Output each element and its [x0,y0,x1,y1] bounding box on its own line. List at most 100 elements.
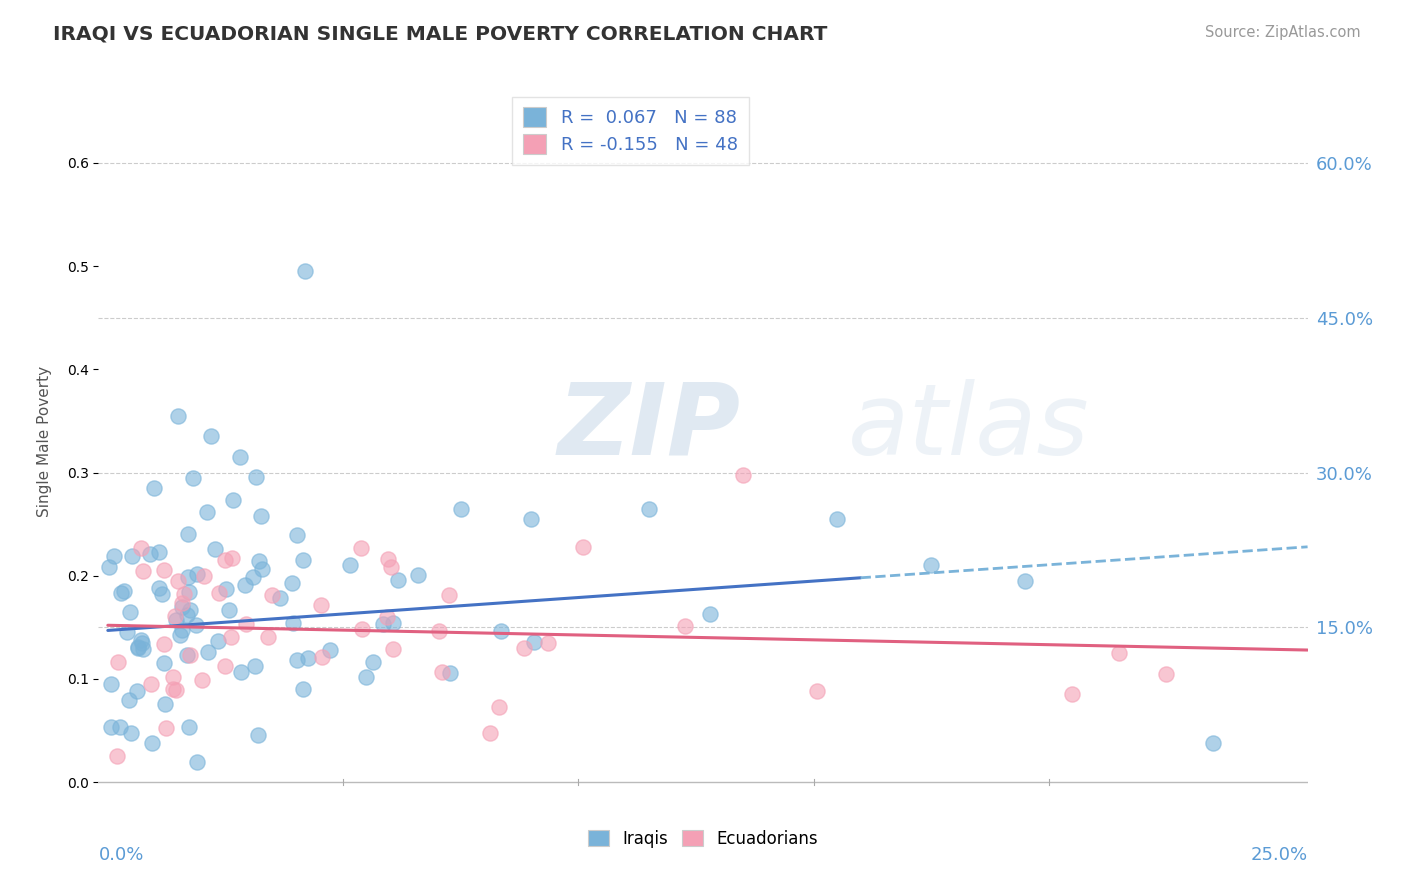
Point [179,602,201,616]
Point [127,641,149,656]
Point [806,684,828,698]
Point [361,655,384,669]
Point [162,682,184,697]
Point [222,492,245,507]
Text: Single Male Poverty: Single Male Poverty [37,366,52,517]
Point [186,755,208,769]
Point [163,608,186,623]
Point [176,607,198,622]
Point [100,720,122,734]
Point [153,637,176,651]
Point [269,591,291,606]
Point [285,653,308,667]
Point [1062,687,1084,701]
Point [292,682,315,697]
Point [131,635,153,649]
Text: 0.0%: 0.0% [98,847,143,864]
Point [285,527,308,541]
Point [165,613,187,627]
Point [523,635,546,649]
Point [638,501,661,516]
Point [177,720,200,734]
Point [148,581,170,595]
Point [381,642,404,657]
Point [155,721,177,735]
Point [439,665,461,680]
Point [139,677,162,691]
Point [1156,666,1178,681]
Point [292,553,315,567]
Point [193,569,215,583]
Point [215,582,238,596]
Point [339,558,361,573]
Point [179,584,201,599]
Point [243,659,266,673]
Point [387,573,409,587]
Point [170,596,193,610]
Point [380,559,402,574]
Point [170,623,193,637]
Point [177,526,200,541]
Point [920,558,942,573]
Point [430,665,453,679]
Point [108,721,131,735]
Point [229,665,252,680]
Point [246,728,269,742]
Point [371,617,394,632]
Point [377,552,399,566]
Point [488,700,510,714]
Point [520,512,543,526]
Point [167,409,190,423]
Point [250,562,273,576]
Point [197,645,219,659]
Point [257,630,280,644]
Point [228,450,250,464]
Point [105,749,128,764]
Point [121,549,143,563]
Point [120,726,142,740]
Point [129,633,152,648]
Point [200,429,222,443]
Point [141,736,163,750]
Point [172,600,194,615]
Point [297,650,319,665]
Point [375,610,398,624]
Point [427,624,450,639]
Point [281,576,304,591]
Point [127,640,149,654]
Legend: Iraqis, Ecuadorians: Iraqis, Ecuadorians [579,822,827,856]
Point [218,602,240,616]
Point [153,698,176,712]
Point [195,506,218,520]
Point [214,553,236,567]
Point [439,588,461,602]
Point [673,618,696,632]
Point [381,616,404,631]
Point [110,586,132,600]
Point [179,648,201,662]
Point [1202,736,1225,750]
Point [167,574,190,588]
Point [513,641,536,656]
Text: 25.0%: 25.0% [1250,847,1308,864]
Point [350,623,373,637]
Point [169,628,191,642]
Point [184,617,207,632]
Text: IRAQI VS ECUADORIAN SINGLE MALE POVERTY CORRELATION CHART: IRAQI VS ECUADORIAN SINGLE MALE POVERTY … [53,25,828,44]
Point [103,549,125,564]
Point [219,630,242,644]
Point [214,658,236,673]
Point [112,584,135,599]
Point [186,566,208,581]
Point [132,642,155,657]
Point [204,541,226,556]
Point [350,541,373,556]
Point [242,570,264,584]
Point [177,569,200,583]
Point [572,540,595,554]
Point [148,545,170,559]
Point [311,650,333,665]
Point [537,636,560,650]
Point [354,670,377,684]
Point [699,607,721,622]
